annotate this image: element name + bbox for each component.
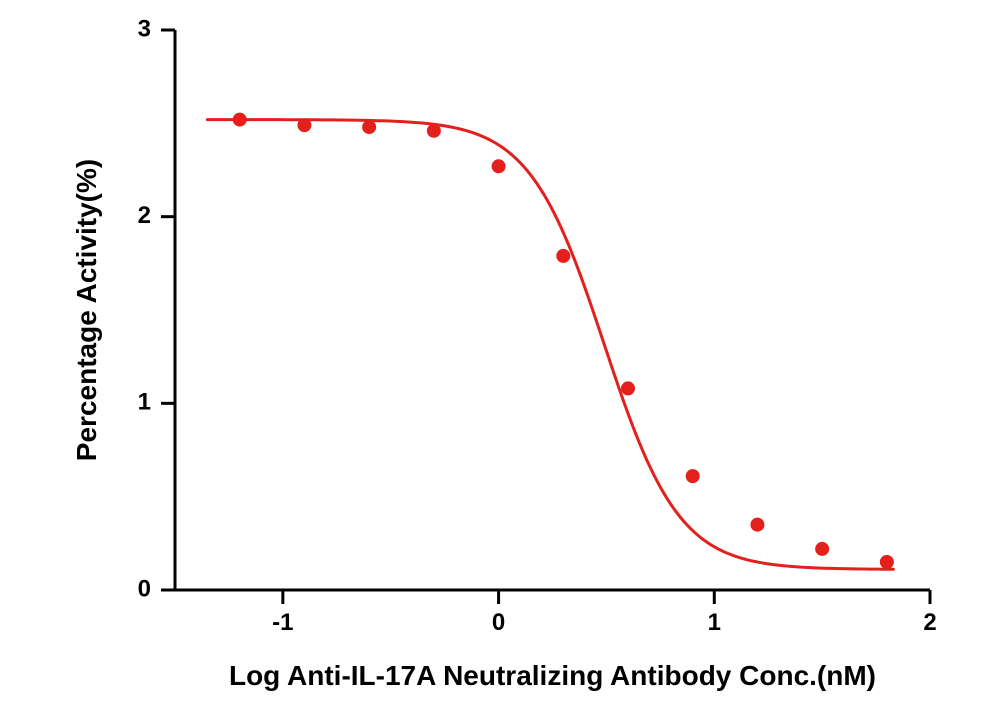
x-tick-label: -1 — [272, 609, 293, 636]
chart-svg: 0 1 2 3 -1 0 1 2 Log Anti-IL-17A Neutralizing An… — [0, 0, 1000, 724]
x-tick-label: 1 — [708, 609, 721, 636]
y-tick-label: 2 — [138, 202, 151, 229]
x-tick-label: 2 — [923, 609, 936, 636]
y-tick-label: 0 — [138, 575, 151, 602]
y-tick-label: 3 — [138, 15, 151, 42]
chart-container: 0 1 2 3 -1 0 1 2 Log Anti-IL-17A Neutralizing An… — [0, 0, 1000, 724]
data-point — [233, 113, 247, 127]
y-tick-label: 1 — [138, 389, 151, 416]
x-tick-label: 0 — [492, 609, 505, 636]
x-axis-label: Log Anti-IL-17A Neutralizing Antibody Co… — [229, 660, 876, 691]
data-point — [750, 518, 764, 532]
data-point — [880, 555, 894, 569]
data-point — [362, 120, 376, 134]
data-point — [492, 159, 506, 173]
y-axis-label: Percentage Activity(%) — [71, 159, 102, 461]
data-point — [815, 542, 829, 556]
data-point — [427, 124, 441, 138]
data-point — [297, 118, 311, 132]
data-point — [556, 249, 570, 263]
data-point — [621, 381, 635, 395]
data-point — [686, 469, 700, 483]
